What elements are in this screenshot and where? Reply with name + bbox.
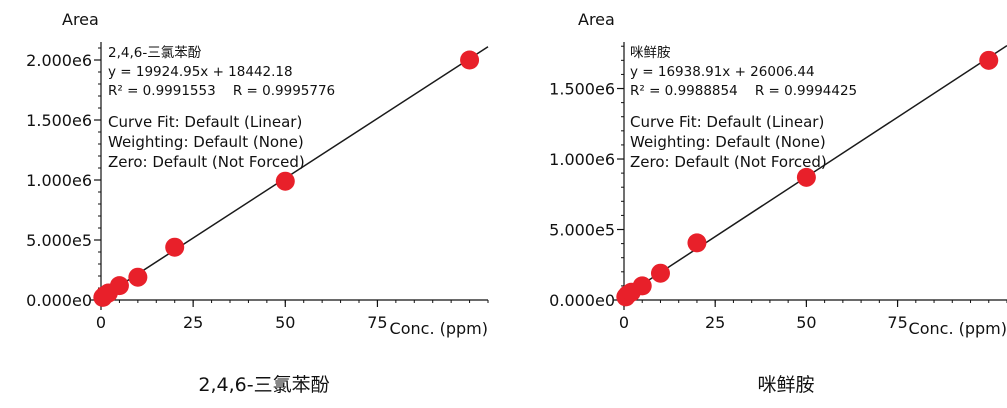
data-point	[275, 171, 295, 191]
y-tick-label: 1.000e6	[26, 171, 92, 190]
data-point	[128, 267, 148, 287]
x-tick-label: 50	[275, 313, 295, 332]
annotation-equation: y = 19924.95x + 18442.18	[108, 64, 293, 80]
x-tick-label: 0	[96, 313, 106, 332]
annotation-weighting: Weighting: Default (None)	[630, 133, 826, 151]
data-point	[109, 276, 129, 296]
calibration-chart-trichlorophenol: 0.000e0 5.000e5 1.000e6 1.500e6 2.000e6 0 25 50…	[26, 10, 489, 396]
data-point	[979, 50, 999, 70]
annotation-compound: 咪鲜胺	[630, 45, 671, 61]
annotation-equation: y = 16938.91x + 26006.44	[630, 64, 815, 80]
y-tick-label: 0.000e0	[26, 291, 92, 310]
y-tick-label: 2.000e6	[26, 51, 92, 70]
data-point	[650, 263, 670, 283]
x-axis-title: Conc. (ppm)	[390, 319, 488, 338]
calibration-chart-prochloraz: 0.000e0 5.000e5 1.000e6 1.500e6 0 25 50 75 Area…	[549, 10, 1007, 396]
chart-caption: 2,4,6-三氯苯酚	[198, 374, 329, 396]
plot-area: 0.000e0 5.000e5 1.000e6 1.500e6 0 25 50 75	[549, 42, 1007, 332]
fit-line	[623, 44, 1007, 297]
data-point	[165, 237, 185, 257]
y-axis-title: Area	[62, 10, 99, 29]
data-point	[632, 276, 652, 296]
annotation-r-values: R² = 0.9988854 R = 0.9994425	[630, 83, 857, 99]
annotation-curve-fit: Curve Fit: Default (Linear)	[108, 113, 302, 131]
x-tick-label: 25	[705, 313, 725, 332]
chart-caption: 咪鲜胺	[757, 374, 814, 396]
annotation-zero: Zero: Default (Not Forced)	[108, 153, 305, 171]
fit-annotation: 2,4,6-三氯苯酚 y = 19924.95x + 18442.18 R² =…	[108, 45, 335, 171]
data-point	[687, 233, 707, 253]
y-tick-label: 1.500e6	[549, 80, 615, 99]
x-tick-label: 50	[796, 313, 816, 332]
annotation-weighting: Weighting: Default (None)	[108, 133, 304, 151]
data-point	[796, 167, 816, 187]
plot-area: 0.000e0 5.000e5 1.000e6 1.500e6 2.000e6 0 25 50…	[26, 42, 489, 332]
y-tick-label: 5.000e5	[26, 231, 92, 250]
y-tick-label: 1.000e6	[549, 150, 615, 169]
annotation-compound: 2,4,6-三氯苯酚	[108, 45, 202, 61]
x-tick-label: 25	[183, 313, 203, 332]
fit-line	[100, 46, 489, 299]
annotation-r-values: R² = 0.9991553 R = 0.9995776	[108, 83, 335, 99]
data-point	[460, 50, 480, 70]
x-tick-label: 75	[367, 313, 387, 332]
x-tick-label: 0	[619, 313, 629, 332]
x-tick-label: 75	[887, 313, 907, 332]
annotation-zero: Zero: Default (Not Forced)	[630, 153, 827, 171]
fit-annotation: 咪鲜胺 y = 16938.91x + 26006.44 R² = 0.9988…	[630, 45, 857, 171]
annotation-curve-fit: Curve Fit: Default (Linear)	[630, 113, 824, 131]
y-axis-title: Area	[578, 10, 615, 29]
y-tick-label: 0.000e0	[549, 291, 615, 310]
y-tick-label: 1.500e6	[26, 111, 92, 130]
x-axis-title: Conc. (ppm)	[909, 319, 1007, 338]
y-tick-label: 5.000e5	[549, 221, 615, 240]
